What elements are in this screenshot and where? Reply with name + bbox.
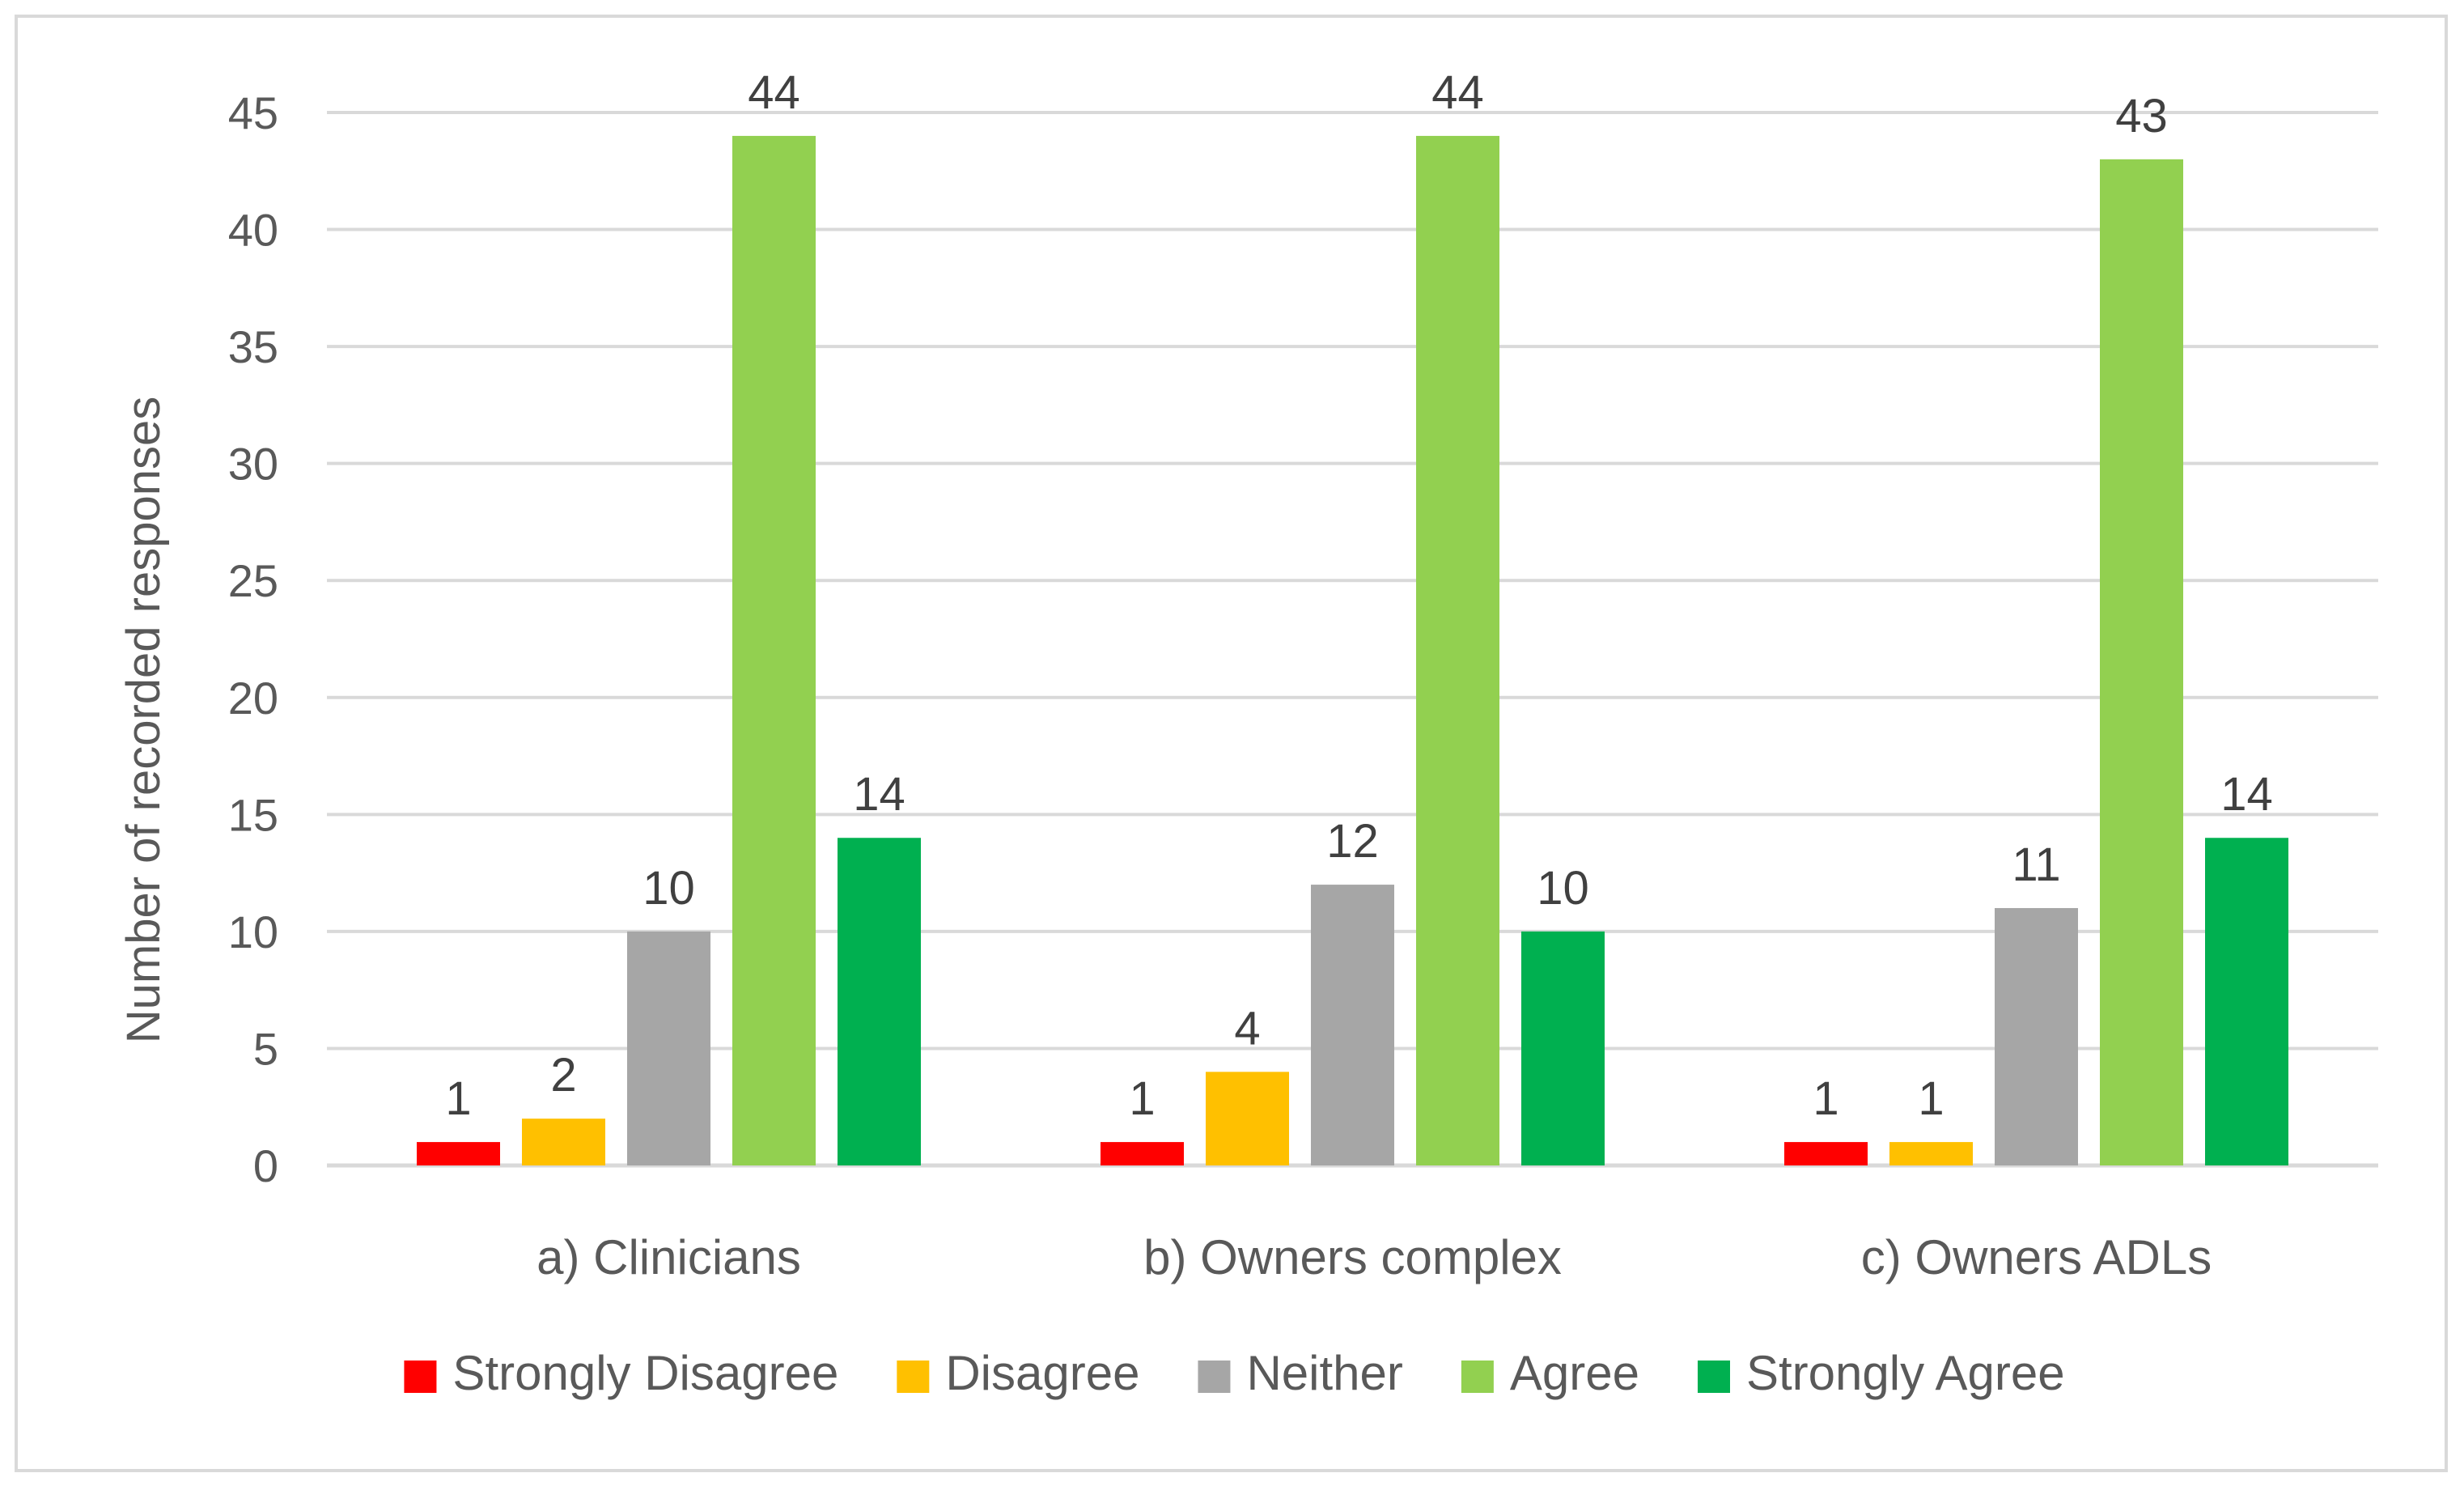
bar-agree [2100, 159, 2183, 1165]
data-label: 14 [2220, 768, 2273, 821]
y-tick-label: 40 [228, 205, 278, 256]
bar-strongly-disagree [1784, 1142, 1868, 1165]
data-label: 1 [1813, 1072, 1838, 1125]
data-label: 44 [748, 66, 800, 119]
legend-label: Neither [1246, 1346, 1402, 1400]
data-label: 1 [1129, 1072, 1155, 1125]
legend-label: Strongly Disagree [452, 1346, 838, 1400]
y-tick-label: 20 [228, 673, 278, 724]
bar-disagree [1206, 1072, 1289, 1165]
y-tick-label: 45 [228, 87, 278, 138]
bar-disagree [522, 1119, 605, 1165]
data-label: 43 [2115, 90, 2168, 142]
data-label: 1 [445, 1072, 471, 1125]
bar-strongly-agree [838, 838, 921, 1165]
data-label: 2 [550, 1049, 576, 1102]
data-label: 1 [1918, 1072, 1944, 1125]
legend-label: Agree [1510, 1346, 1639, 1400]
y-tick-label: 0 [253, 1140, 278, 1191]
y-tick-label: 15 [228, 789, 278, 840]
y-tick-label: 10 [228, 906, 278, 957]
data-label: 44 [1431, 66, 1484, 119]
data-label: 11 [2012, 838, 2060, 891]
legend: Strongly Disagree Disagree Neither Agree Str… [404, 1346, 2065, 1400]
y-tick-label: 35 [228, 321, 278, 372]
bar-disagree [1889, 1142, 1973, 1165]
bars [417, 135, 2288, 1165]
legend-swatch-strongly-disagree [404, 1361, 437, 1393]
bar-strongly-disagree [417, 1142, 500, 1165]
x-category-label: b) Owners complex [1143, 1230, 1562, 1284]
y-tick-label: 25 [228, 555, 278, 606]
legend-swatch-neither [1198, 1361, 1231, 1393]
bar-neither [627, 931, 710, 1165]
bar-agree [732, 135, 816, 1165]
bar-neither [1311, 885, 1394, 1165]
y-tick-label: 30 [228, 439, 278, 490]
bar-agree [1416, 135, 1499, 1165]
data-label: 10 [1537, 862, 1589, 915]
chart-frame: 0 5 10 15 20 25 30 35 40 45 1 2 10 44 14 1 4 12 44 10 1 1 11 4… [15, 15, 2448, 1472]
x-axis-categories: a) Clinicians b) Owners complex c) Owners … [536, 1230, 2212, 1284]
data-label: 12 [1326, 815, 1379, 868]
data-label: 4 [1234, 1002, 1260, 1055]
y-axis-ticks: 0 5 10 15 20 25 30 35 40 45 [228, 87, 278, 1191]
legend-swatch-disagree [897, 1361, 930, 1393]
x-category-label: a) Clinicians [536, 1230, 801, 1284]
x-category-label: c) Owners ADLs [1861, 1230, 2212, 1284]
bar-neither [1995, 907, 2078, 1165]
y-axis-title: Number of recorded responses [117, 397, 170, 1044]
bar-strongly-agree [1521, 931, 1605, 1165]
bar-strongly-agree [2205, 838, 2288, 1165]
legend-label: Disagree [945, 1346, 1139, 1400]
legend-swatch-agree [1461, 1361, 1494, 1393]
data-label: 14 [853, 768, 905, 821]
y-tick-label: 5 [253, 1023, 278, 1074]
data-label: 10 [643, 862, 695, 915]
legend-label: Strongly Agree [1746, 1346, 2065, 1400]
bar-strongly-disagree [1101, 1142, 1184, 1165]
legend-swatch-strongly-agree [1697, 1361, 1730, 1393]
